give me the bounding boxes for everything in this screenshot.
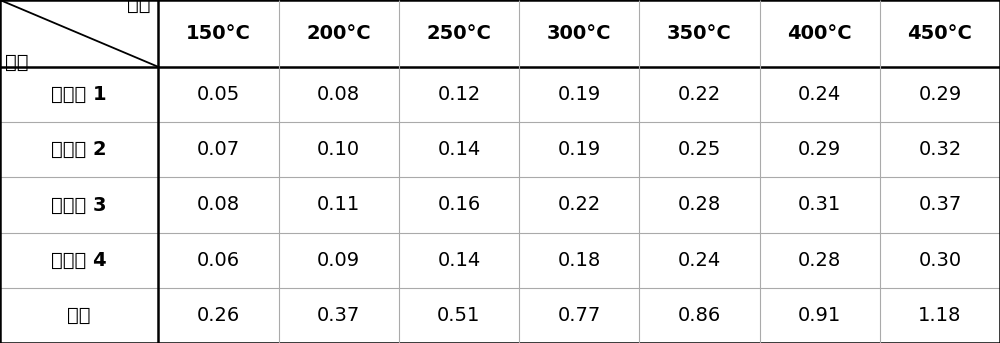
Text: 0.14: 0.14 xyxy=(437,140,481,159)
Text: 0.29: 0.29 xyxy=(798,140,841,159)
Text: 实施例 2: 实施例 2 xyxy=(51,140,107,159)
Text: 0.77: 0.77 xyxy=(558,306,601,325)
Text: 300°C: 300°C xyxy=(547,24,611,43)
Text: 0.51: 0.51 xyxy=(437,306,481,325)
Text: 0.11: 0.11 xyxy=(317,196,360,214)
Text: 0.08: 0.08 xyxy=(197,196,240,214)
Text: 0.31: 0.31 xyxy=(798,196,841,214)
Text: 0.08: 0.08 xyxy=(317,85,360,104)
Text: 0.91: 0.91 xyxy=(798,306,841,325)
Text: 450°C: 450°C xyxy=(907,24,972,43)
Text: 250°C: 250°C xyxy=(426,24,491,43)
Text: 0.37: 0.37 xyxy=(918,196,962,214)
Text: 0.24: 0.24 xyxy=(798,85,841,104)
Text: 0.37: 0.37 xyxy=(317,306,360,325)
Text: 0.28: 0.28 xyxy=(798,251,841,270)
Text: 对比: 对比 xyxy=(67,306,91,325)
Text: 350°C: 350°C xyxy=(667,24,732,43)
Text: 0.10: 0.10 xyxy=(317,140,360,159)
Text: 0.14: 0.14 xyxy=(437,251,481,270)
Text: 0.19: 0.19 xyxy=(558,85,601,104)
Text: 200°C: 200°C xyxy=(306,24,371,43)
Text: 0.26: 0.26 xyxy=(197,306,240,325)
Text: 0.05: 0.05 xyxy=(197,85,240,104)
Text: 400°C: 400°C xyxy=(787,24,852,43)
Text: 0.24: 0.24 xyxy=(678,251,721,270)
Text: 0.09: 0.09 xyxy=(317,251,360,270)
Text: 样品: 样品 xyxy=(5,53,28,72)
Text: 0.86: 0.86 xyxy=(678,306,721,325)
Text: 0.22: 0.22 xyxy=(558,196,601,214)
Text: 0.22: 0.22 xyxy=(678,85,721,104)
Text: 0.06: 0.06 xyxy=(197,251,240,270)
Text: 温度: 温度 xyxy=(127,0,150,14)
Text: 0.12: 0.12 xyxy=(437,85,481,104)
Text: 150°C: 150°C xyxy=(186,24,251,43)
Text: 0.19: 0.19 xyxy=(558,140,601,159)
Text: 0.30: 0.30 xyxy=(918,251,961,270)
Text: 实施例 1: 实施例 1 xyxy=(51,85,107,104)
Text: 1.18: 1.18 xyxy=(918,306,962,325)
Text: 0.29: 0.29 xyxy=(918,85,962,104)
Text: 0.32: 0.32 xyxy=(918,140,962,159)
Text: 0.18: 0.18 xyxy=(558,251,601,270)
Text: 0.25: 0.25 xyxy=(678,140,721,159)
Text: 实施例 3: 实施例 3 xyxy=(51,196,107,214)
Text: 实施例 4: 实施例 4 xyxy=(51,251,107,270)
Text: 0.07: 0.07 xyxy=(197,140,240,159)
Text: 0.28: 0.28 xyxy=(678,196,721,214)
Text: 0.16: 0.16 xyxy=(437,196,481,214)
